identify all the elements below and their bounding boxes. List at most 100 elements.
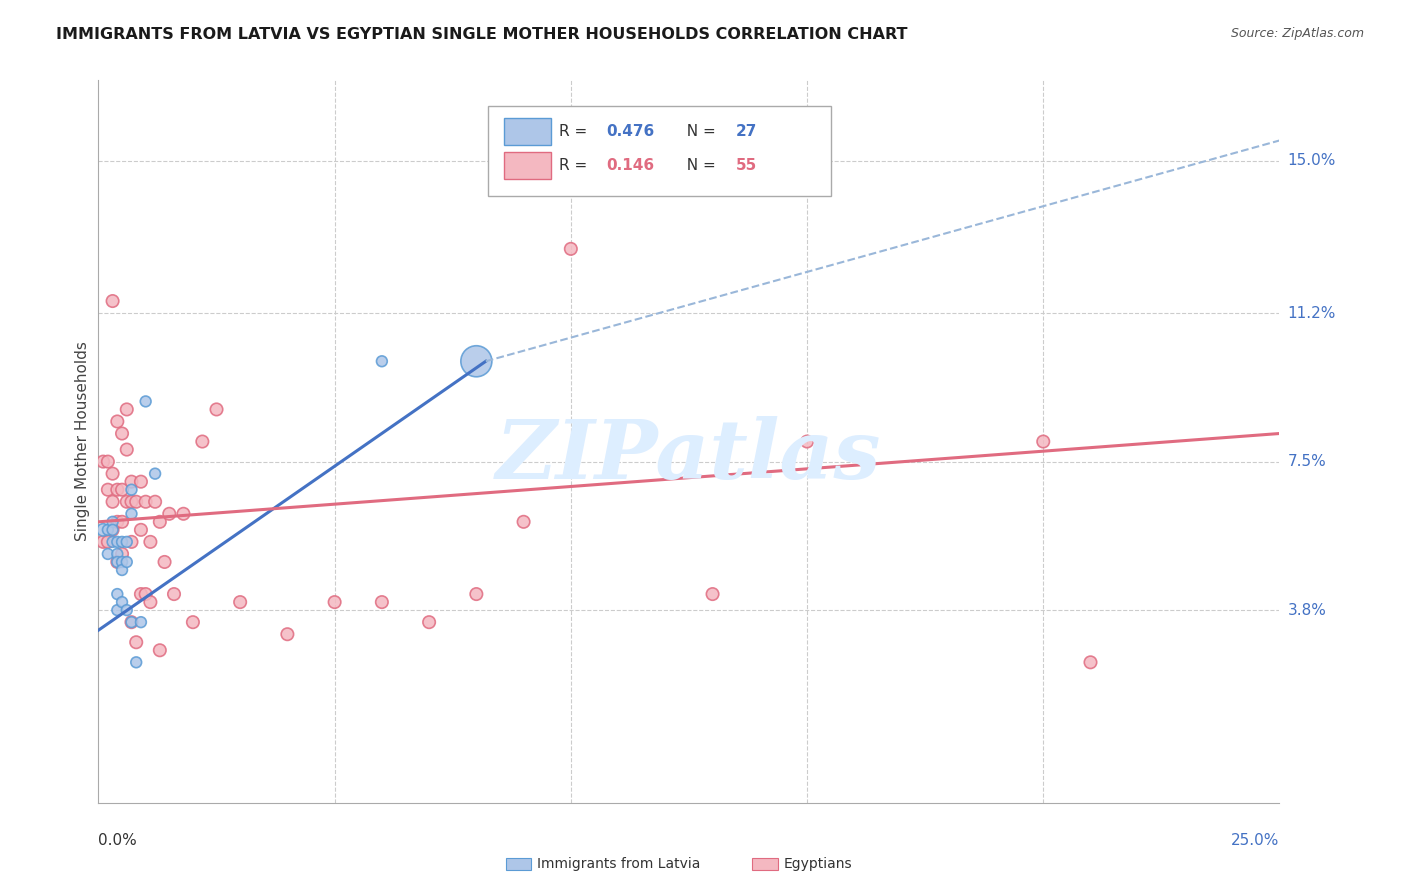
Point <box>129 615 152 630</box>
Point <box>121 507 143 521</box>
Point <box>105 555 128 569</box>
Point <box>97 483 120 497</box>
Point <box>115 494 138 508</box>
Text: Egyptians: Egyptians <box>783 857 852 871</box>
Point <box>465 354 488 368</box>
Point <box>149 515 172 529</box>
Text: 0.476: 0.476 <box>606 124 655 139</box>
Point <box>91 523 114 537</box>
Point <box>91 535 114 549</box>
Text: 3.8%: 3.8% <box>1288 603 1327 617</box>
Point <box>172 507 194 521</box>
Text: N =: N = <box>678 124 721 139</box>
Point <box>115 402 138 417</box>
Text: 0.0%: 0.0% <box>98 833 138 848</box>
Text: 55: 55 <box>737 158 758 173</box>
Point <box>796 434 818 449</box>
Point <box>111 595 134 609</box>
Point <box>121 483 143 497</box>
FancyBboxPatch shape <box>488 105 831 196</box>
Point <box>465 587 488 601</box>
Text: 7.5%: 7.5% <box>1288 454 1326 469</box>
Text: ZIPatlas: ZIPatlas <box>496 416 882 496</box>
Point <box>143 467 166 481</box>
Point <box>111 547 134 561</box>
Point <box>105 587 128 601</box>
Point <box>121 494 143 508</box>
Point <box>125 635 148 649</box>
Point <box>101 515 124 529</box>
Point <box>115 535 138 549</box>
Text: R =: R = <box>560 158 592 173</box>
Point <box>97 455 120 469</box>
Text: R =: R = <box>560 124 592 139</box>
Point <box>1080 655 1102 669</box>
Y-axis label: Single Mother Households: Single Mother Households <box>75 342 90 541</box>
Point <box>153 555 176 569</box>
Point <box>135 394 157 409</box>
Point <box>111 483 134 497</box>
Point <box>121 475 143 489</box>
Point <box>115 555 138 569</box>
Point <box>105 414 128 429</box>
Point <box>135 587 157 601</box>
Text: Immigrants from Latvia: Immigrants from Latvia <box>537 857 700 871</box>
Point <box>91 455 114 469</box>
Point <box>105 547 128 561</box>
Point <box>111 555 134 569</box>
Point <box>229 595 252 609</box>
Point <box>101 523 124 537</box>
Point <box>418 615 440 630</box>
Text: Source: ZipAtlas.com: Source: ZipAtlas.com <box>1230 27 1364 40</box>
Point <box>191 434 214 449</box>
Point <box>125 494 148 508</box>
Point <box>129 523 152 537</box>
Point <box>323 595 346 609</box>
Point <box>135 494 157 508</box>
Point <box>105 603 128 617</box>
Point <box>371 595 394 609</box>
Point <box>163 587 186 601</box>
Text: 25.0%: 25.0% <box>1232 833 1279 848</box>
Point <box>105 515 128 529</box>
FancyBboxPatch shape <box>503 118 551 145</box>
Point <box>101 494 124 508</box>
Point <box>121 615 143 630</box>
Point <box>560 242 582 256</box>
Text: IMMIGRANTS FROM LATVIA VS EGYPTIAN SINGLE MOTHER HOUSEHOLDS CORRELATION CHART: IMMIGRANTS FROM LATVIA VS EGYPTIAN SINGL… <box>56 27 908 42</box>
Point <box>101 294 124 309</box>
Point <box>97 547 120 561</box>
Point <box>371 354 394 368</box>
Point <box>181 615 204 630</box>
Point <box>97 535 120 549</box>
Point <box>115 442 138 457</box>
Point <box>115 603 138 617</box>
Point <box>111 515 134 529</box>
Point <box>143 494 166 508</box>
Point <box>205 402 228 417</box>
Point <box>121 535 143 549</box>
Text: 0.146: 0.146 <box>606 158 654 173</box>
Point <box>139 535 162 549</box>
FancyBboxPatch shape <box>503 152 551 179</box>
Text: 15.0%: 15.0% <box>1288 153 1336 168</box>
Point <box>157 507 180 521</box>
Point <box>1032 434 1054 449</box>
Point <box>101 523 124 537</box>
Text: 27: 27 <box>737 124 758 139</box>
Text: N =: N = <box>678 158 721 173</box>
Point <box>276 627 298 641</box>
Point <box>97 523 120 537</box>
Point <box>101 535 124 549</box>
Point <box>129 475 152 489</box>
Point <box>125 655 148 669</box>
Point <box>512 515 534 529</box>
Point <box>111 535 134 549</box>
Point <box>149 643 172 657</box>
Point <box>121 615 143 630</box>
Point <box>111 563 134 577</box>
Point <box>111 426 134 441</box>
Text: 11.2%: 11.2% <box>1288 306 1336 320</box>
Point <box>105 483 128 497</box>
Point <box>139 595 162 609</box>
